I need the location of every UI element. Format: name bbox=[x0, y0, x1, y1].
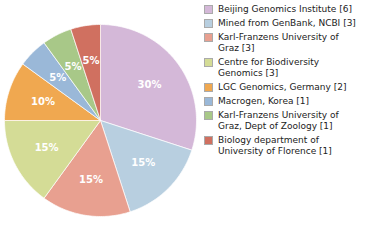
html-text:Mined from GenBank, NCBI [3]: Mined from GenBank, NCBI [3] bbox=[218, 18, 356, 28]
svg-text:5%: 5% bbox=[83, 55, 100, 66]
html-text:Beijing Genomics Institute [6]: Beijing Genomics Institute [6] bbox=[218, 4, 352, 14]
svg-text:10%: 10% bbox=[31, 96, 55, 107]
svg-text:5%: 5% bbox=[65, 61, 82, 72]
svg-text:30%: 30% bbox=[137, 79, 161, 90]
html-text:Karl-Franzens University of Gr: Karl-Franzens University of Graz, Dept o… bbox=[218, 110, 339, 131]
html-text:Biology department of Universi: Biology department of University of Flor… bbox=[218, 135, 332, 156]
html-text:Karl-Franzens University of Gr: Karl-Franzens University of Graz [3] bbox=[218, 32, 339, 53]
html-text:Macrogen, Korea [1]: Macrogen, Korea [1] bbox=[218, 96, 309, 106]
html-text:Centre for Biodiversity Genomi: Centre for Biodiversity Genomics [3] bbox=[218, 57, 320, 78]
html-text:LGC Genomics, Germany [2]: LGC Genomics, Germany [2] bbox=[218, 82, 347, 92]
svg-text:5%: 5% bbox=[49, 72, 66, 83]
svg-text:15%: 15% bbox=[35, 142, 59, 153]
svg-text:15%: 15% bbox=[79, 174, 103, 185]
svg-text:15%: 15% bbox=[131, 157, 155, 168]
